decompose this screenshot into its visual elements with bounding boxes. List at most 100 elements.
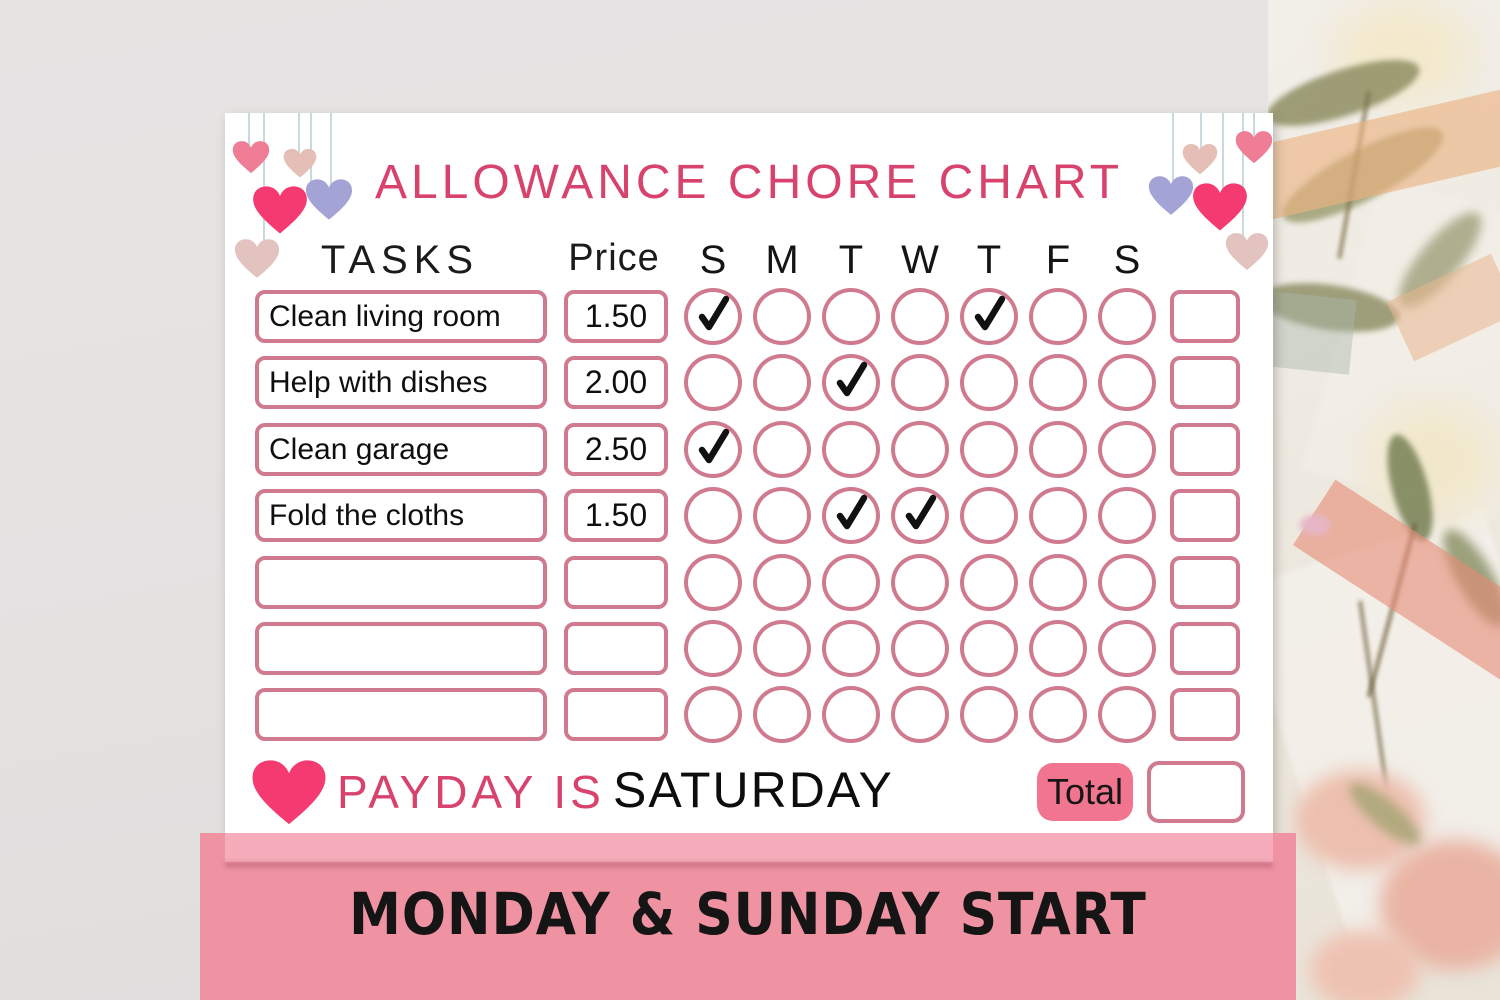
day-circle-row3-col0[interactable] <box>684 487 742 544</box>
price-label: 1.50 <box>584 298 648 334</box>
payday-value: SATURDAY <box>613 762 894 818</box>
price-label: 2.50 <box>584 431 648 467</box>
day-circle-row6-col0[interactable] <box>684 686 742 743</box>
pink-petal <box>1300 515 1330 535</box>
day-circle-row2-col1[interactable] <box>753 421 811 478</box>
chart-title: ALLOWANCE CHORE CHART <box>374 156 1124 209</box>
day-circle-row6-col6[interactable] <box>1098 686 1156 743</box>
heart-string <box>330 113 332 188</box>
day-circle-row3-col3[interactable] <box>891 487 949 544</box>
day-circle-row1-col2[interactable] <box>822 354 880 411</box>
day-circle-row4-col4[interactable] <box>960 554 1018 611</box>
heart-string <box>1253 113 1255 138</box>
day-circle-row3-col5[interactable] <box>1029 487 1087 544</box>
row-total-box-1[interactable] <box>1170 356 1240 409</box>
blurred-pink-flowers <box>1310 930 1420 1000</box>
task-input-row-0[interactable]: Clean living room <box>255 290 547 343</box>
task-input-row-4[interactable] <box>255 556 547 609</box>
day-circle-row4-col6[interactable] <box>1098 554 1156 611</box>
heart-icon <box>1235 131 1273 164</box>
card-shadow-line <box>225 862 1273 868</box>
check-mark-icon <box>836 361 868 397</box>
day-circle-row4-col3[interactable] <box>891 554 949 611</box>
day-circle-row3-col2[interactable] <box>822 487 880 544</box>
day-circle-row2-col3[interactable] <box>891 421 949 478</box>
task-input-row-2[interactable]: Clean garage <box>255 423 547 476</box>
day-circle-row0-col4[interactable] <box>960 288 1018 345</box>
day-circle-row0-col1[interactable] <box>753 288 811 345</box>
day-circle-row2-col4[interactable] <box>960 421 1018 478</box>
payday-label: PAYDAY IS <box>337 766 605 818</box>
heart-string <box>298 113 300 155</box>
price-input-row-5[interactable] <box>564 622 668 675</box>
task-input-row-5[interactable] <box>255 622 547 675</box>
price-input-row-3[interactable]: 1.50 <box>564 489 668 542</box>
row-total-box-2[interactable] <box>1170 423 1240 476</box>
price-input-row-2[interactable]: 2.50 <box>564 423 668 476</box>
day-circle-row5-col2[interactable] <box>822 620 880 677</box>
row-total-box-3[interactable] <box>1170 489 1240 542</box>
task-label: Clean living room <box>269 299 501 333</box>
check-mark-icon <box>698 295 730 331</box>
day-circle-row3-col4[interactable] <box>960 487 1018 544</box>
day-circle-row2-col6[interactable] <box>1098 421 1156 478</box>
day-circle-row4-col2[interactable] <box>822 554 880 611</box>
price-input-row-4[interactable] <box>564 556 668 609</box>
row-total-box-0[interactable] <box>1170 290 1240 343</box>
day-circle-row5-col4[interactable] <box>960 620 1018 677</box>
price-input-row-6[interactable] <box>564 688 668 741</box>
day-circle-row0-col2[interactable] <box>822 288 880 345</box>
day-header-5: F <box>1045 238 1071 282</box>
day-circle-row5-col1[interactable] <box>753 620 811 677</box>
day-circle-row3-col1[interactable] <box>753 487 811 544</box>
total-button-label: Total <box>1046 771 1124 812</box>
day-circle-row1-col4[interactable] <box>960 354 1018 411</box>
day-circle-row4-col5[interactable] <box>1029 554 1087 611</box>
price-input-row-0[interactable]: 1.50 <box>564 290 668 343</box>
heart-string <box>263 113 265 248</box>
heart-icon <box>232 141 270 174</box>
day-circle-row2-col2[interactable] <box>822 421 880 478</box>
day-circle-row1-col0[interactable] <box>684 354 742 411</box>
day-circle-row5-col5[interactable] <box>1029 620 1087 677</box>
bottom-banner: MONDAY & SUNDAY START <box>200 833 1296 1000</box>
day-circle-row0-col5[interactable] <box>1029 288 1087 345</box>
check-mark-icon <box>974 295 1006 331</box>
price-label: 1.50 <box>584 497 648 533</box>
day-header-6: S <box>1113 238 1141 282</box>
day-circle-row2-col0[interactable] <box>684 421 742 478</box>
day-circle-row0-col6[interactable] <box>1098 288 1156 345</box>
day-circle-row6-col3[interactable] <box>891 686 949 743</box>
task-input-row-6[interactable] <box>255 688 547 741</box>
day-circle-row0-col3[interactable] <box>891 288 949 345</box>
day-circle-row1-col3[interactable] <box>891 354 949 411</box>
day-circle-row6-col1[interactable] <box>753 686 811 743</box>
day-circle-row5-col6[interactable] <box>1098 620 1156 677</box>
row-total-box-6[interactable] <box>1170 688 1240 741</box>
task-input-row-3[interactable]: Fold the cloths <box>255 489 547 542</box>
banner-text: MONDAY & SUNDAY START <box>349 881 1147 949</box>
heart-icon <box>253 186 307 234</box>
day-circle-row1-col5[interactable] <box>1029 354 1087 411</box>
day-circle-row5-col3[interactable] <box>891 620 949 677</box>
row-total-box-4[interactable] <box>1170 556 1240 609</box>
day-circle-row5-col0[interactable] <box>684 620 742 677</box>
task-input-row-1[interactable]: Help with dishes <box>255 356 547 409</box>
task-label: Fold the cloths <box>269 498 465 532</box>
day-circle-row2-col5[interactable] <box>1029 421 1087 478</box>
day-circle-row6-col4[interactable] <box>960 686 1018 743</box>
day-circle-row0-col0[interactable] <box>684 288 742 345</box>
washi-tape-sage <box>1268 290 1357 375</box>
day-circle-row4-col0[interactable] <box>684 554 742 611</box>
grand-total-box[interactable] <box>1147 761 1245 823</box>
heart-string <box>1172 113 1174 183</box>
day-circle-row4-col1[interactable] <box>753 554 811 611</box>
day-circle-row1-col6[interactable] <box>1098 354 1156 411</box>
day-circle-row6-col5[interactable] <box>1029 686 1087 743</box>
day-circle-row1-col1[interactable] <box>753 354 811 411</box>
day-circle-row6-col2[interactable] <box>822 686 880 743</box>
row-total-box-5[interactable] <box>1170 622 1240 675</box>
day-circle-row3-col6[interactable] <box>1098 487 1156 544</box>
heart-icon <box>283 148 317 178</box>
price-input-row-1[interactable]: 2.00 <box>564 356 668 409</box>
